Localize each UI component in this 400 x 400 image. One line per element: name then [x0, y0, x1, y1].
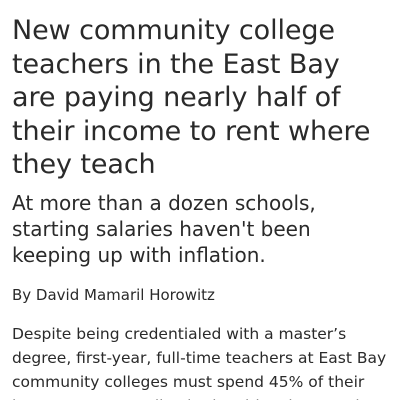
article-subhead: At more than a dozen schools, starting s…: [12, 190, 316, 267]
article-byline: By David Mamaril Horowitz: [12, 285, 215, 304]
article-body-paragraph: Despite being credentialed with a master…: [12, 324, 387, 400]
article-headline: New community college teachers in the Ea…: [12, 15, 371, 180]
